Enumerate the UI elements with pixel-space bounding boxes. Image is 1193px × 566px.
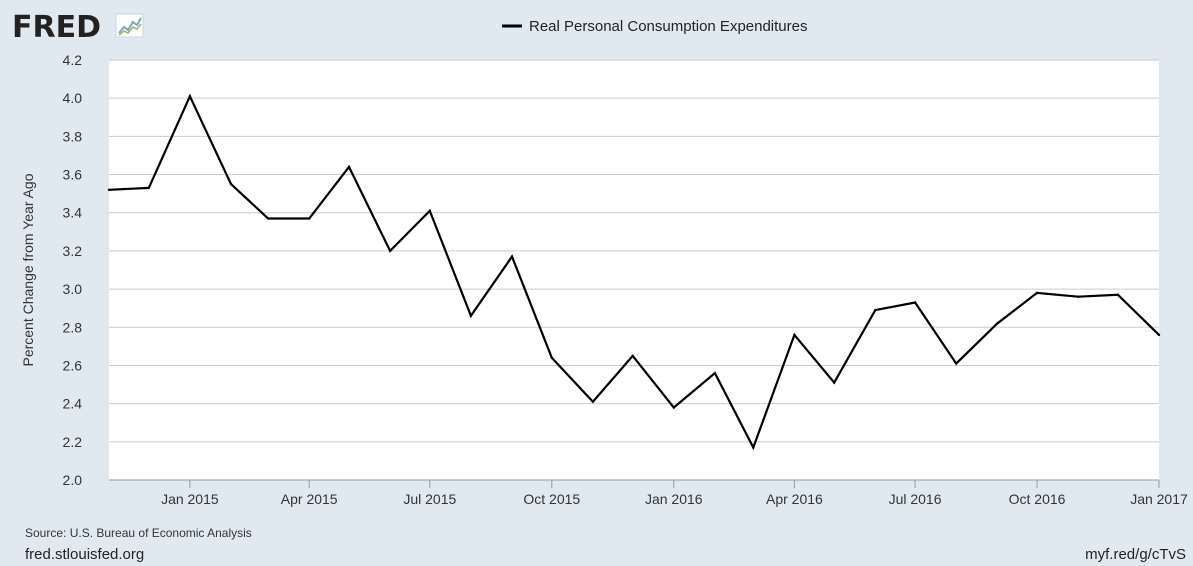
short-link[interactable]: myf.red/g/cTvS [1085, 546, 1186, 563]
data-point [550, 356, 553, 359]
data-point [752, 446, 755, 449]
series-layer [107, 93, 1161, 451]
x-tick-label: Jul 2016 [889, 491, 942, 507]
data-point [793, 333, 796, 337]
x-tick-label: Oct 2015 [523, 491, 580, 507]
x-tick-label: Apr 2016 [766, 491, 823, 507]
data-point [229, 182, 233, 186]
y-axis-title: Percent Change from Year Ago [20, 173, 36, 366]
data-point [107, 188, 111, 191]
legend: Real Personal Consumption Expenditures [502, 18, 808, 35]
data-point [631, 354, 634, 358]
y-tick-label: 4.2 [63, 52, 83, 68]
x-axis-ticks: Jan 2015 Apr 2015 Jul 2015 Oct 2015 Jan 2016… [109, 479, 1188, 507]
source-note: Source: U.S. Bureau of Economic Analysis [25, 526, 252, 540]
y-tick-label: 4.0 [63, 90, 83, 106]
y-tick-label: 3.8 [63, 128, 83, 144]
plot-area [109, 60, 1159, 480]
x-tick-label: Jul 2015 [403, 491, 456, 507]
line-chart-icon [115, 13, 144, 38]
data-point [1076, 295, 1080, 298]
data-point [996, 322, 999, 325]
y-tick-label: 3.6 [63, 167, 83, 183]
fred-logo[interactable]: FRED [12, 10, 144, 45]
y-tick-label: 2.2 [63, 434, 83, 450]
logo-text: FRED [12, 10, 101, 45]
y-tick-label: 3.4 [63, 205, 83, 221]
site-link[interactable]: fred.stlouisfed.org [25, 546, 144, 563]
data-point [833, 381, 836, 384]
data-point [266, 217, 270, 220]
data-point [591, 400, 595, 403]
x-tick-label: Jan 2017 [1130, 491, 1188, 507]
data-point [955, 362, 958, 365]
y-axis-ticks: 2.0 2.2 2.4 2.6 2.8 3.0 3.2 3.4 3.6 3.8 4.0 4.2 [63, 52, 83, 488]
data-point [347, 165, 351, 169]
x-tick-label: Oct 2016 [1009, 491, 1066, 507]
data-point [147, 186, 150, 190]
data-point [308, 217, 311, 220]
x-tick-label: Jan 2016 [645, 491, 703, 507]
y-tick-label: 2.8 [63, 319, 83, 335]
data-point [1116, 293, 1120, 296]
data-point [388, 249, 392, 253]
y-tick-label: 2.4 [63, 396, 83, 412]
x-tick-label: Jan 2015 [161, 491, 219, 507]
y-tick-label: 2.6 [63, 357, 83, 373]
data-point [428, 209, 431, 212]
data-point [913, 301, 917, 304]
y-tick-label: 3.2 [63, 243, 83, 259]
data-point [469, 314, 473, 317]
data-point [1035, 291, 1039, 295]
data-point [510, 255, 514, 258]
y-tick-label: 2.0 [63, 472, 83, 488]
y-tick-label: 3.0 [63, 281, 83, 297]
x-tick-label: Apr 2015 [281, 491, 338, 507]
data-point [713, 371, 717, 375]
data-point [188, 95, 192, 98]
data-point [672, 406, 675, 409]
data-point [1157, 333, 1161, 337]
data-point [874, 308, 877, 312]
legend-label: Real Personal Consumption Expenditures [529, 18, 808, 35]
